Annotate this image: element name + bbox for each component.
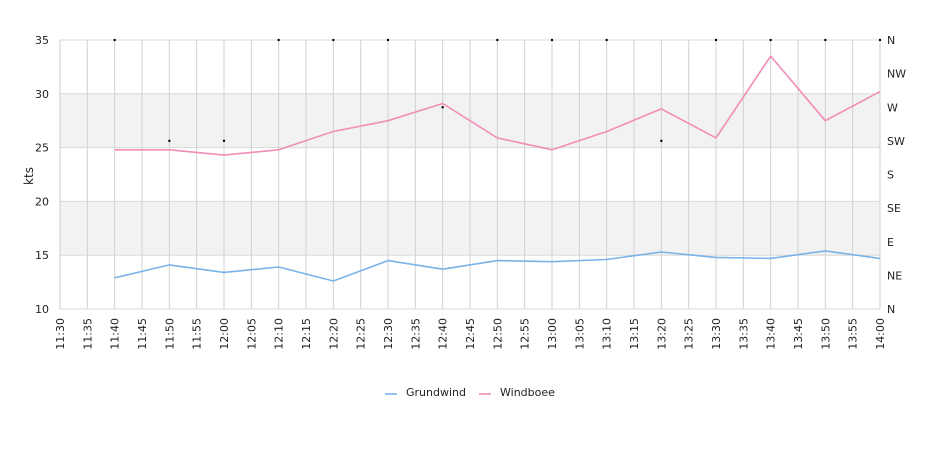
x-tick-label: 13:30 [710,318,723,350]
direction-marker [277,38,280,42]
direction-marker [386,38,390,42]
x-tick-label: 13:20 [655,318,668,350]
y-tick-label: 10 [35,303,49,316]
x-tick-label: 13:50 [819,318,832,350]
direction-tick-labels: N NE E SE S SW W NW N [887,34,906,316]
x-tick-label: 12:45 [464,318,477,350]
direction-marker [496,38,499,42]
x-tick-label: 12:40 [437,318,450,350]
x-tick-label: 12:55 [519,318,532,350]
x-tick-label: 13:35 [737,318,750,350]
x-tick-label: 11:35 [81,318,94,350]
x-tick-label: 12:30 [382,318,395,350]
direction-marker [714,38,718,42]
legend-label: Grundwind [406,386,466,399]
legend-label: Windboee [500,386,555,399]
x-tick-label: 12:15 [300,318,313,350]
x-tick-label: 13:25 [683,318,696,350]
legend-item-grundwind: Grundwind [385,386,466,399]
x-tick-labels: 11:30 11:35 11:40 11:45 11:50 11:55 12:00 12:05… [54,318,887,350]
direction-marker [113,38,116,42]
legend-item-windboee: Windboee [479,386,555,399]
direction-marker [550,38,554,42]
x-tick-label: 11:45 [136,318,149,350]
x-tick-label: 12:50 [491,318,504,350]
direction-marker [824,38,827,42]
x-gridlines [59,40,881,309]
x-tick-label: 12:05 [245,318,258,350]
series-line-windboee [114,55,881,156]
direction-tick-label: SW [887,135,905,148]
x-tick-label: 13:55 [847,318,860,350]
x-tick-label: 11:30 [54,318,67,350]
x-tick-label: 12:10 [273,318,286,350]
x-tick-label: 12:20 [327,318,340,350]
y-tick-label: 30 [35,88,49,101]
y-gridlines [60,39,880,310]
y-tick-label: 15 [35,249,49,262]
x-tick-label: 13:15 [628,318,641,350]
direction-marker [441,106,444,109]
direction-tick-label: S [887,169,894,182]
x-tick-label: 12:00 [218,318,231,350]
direction-marker [168,139,171,143]
x-tick-label: 13:05 [573,318,586,350]
x-tick-label: 11:55 [191,318,204,350]
x-tick-label: 13:00 [546,318,559,350]
direction-tick-label: W [887,101,898,114]
x-tick-label: 13:45 [792,318,805,350]
x-tick-label: 13:40 [765,318,778,350]
direction-tick-label: SE [887,202,901,215]
legend: Grundwind Windboee [385,386,555,399]
y-tick-label: 35 [35,34,49,47]
direction-marker [605,38,608,42]
direction-tick-label: N [887,34,895,47]
y-tick-label: 25 [35,142,49,155]
direction-markers [113,38,882,143]
x-tick-label: 11:50 [163,318,176,350]
direction-tick-label: N [887,303,895,316]
direction-marker [769,38,772,42]
direction-tick-label: NE [887,269,902,282]
x-tick-label: 12:25 [355,318,368,350]
y-tick-labels: 10 15 20 25 30 35 [35,34,49,316]
direction-tick-label: E [887,236,894,249]
direction-marker [332,38,335,42]
series-lines [114,55,881,282]
x-tick-label: 13:10 [601,318,614,350]
x-tick-label: 14:00 [874,318,887,350]
direction-marker [222,139,226,143]
y-axis-label: kts [22,167,36,185]
y-tick-label: 20 [35,195,49,208]
x-tick-label: 12:35 [409,318,422,350]
direction-marker [878,38,882,42]
axis-lines [59,40,881,309]
direction-tick-label: NW [887,68,906,81]
series-line-grundwind [114,250,881,282]
direction-marker [660,139,663,143]
x-tick-label: 11:40 [109,318,122,350]
